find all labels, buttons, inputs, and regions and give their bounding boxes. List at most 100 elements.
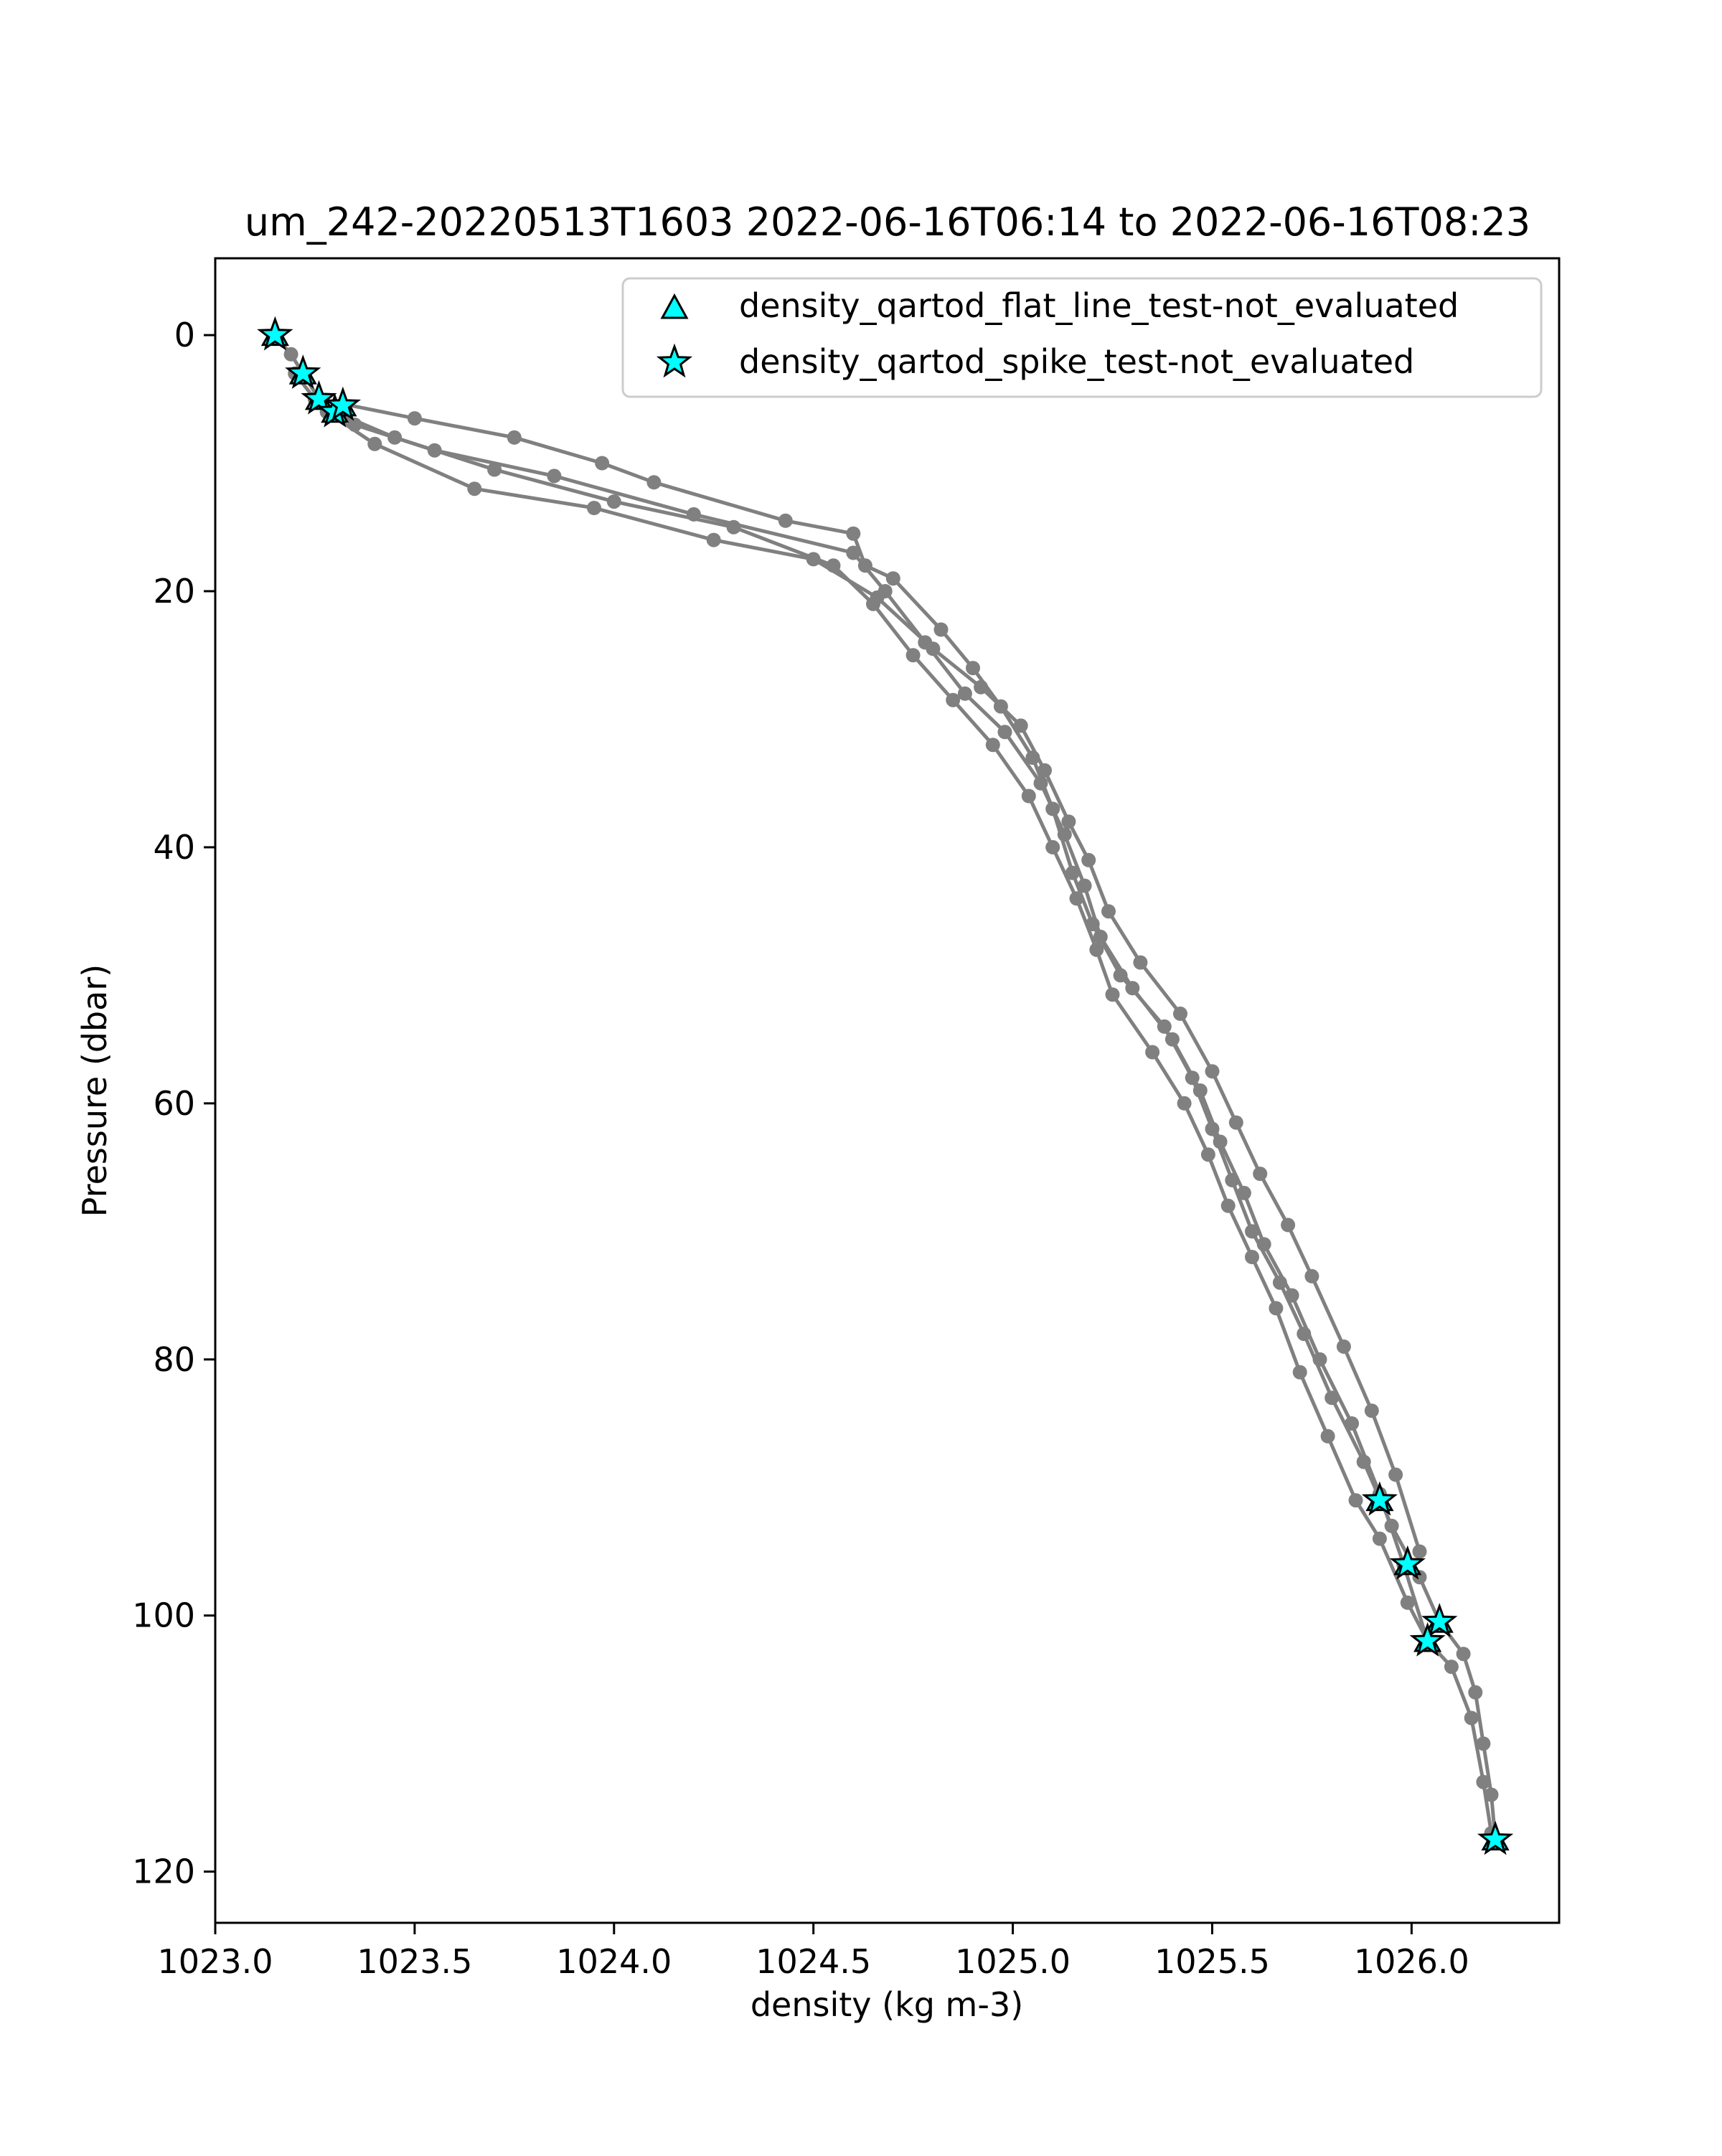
profile-line-3 — [314, 397, 1429, 1642]
profile-point — [1476, 1736, 1491, 1751]
profile-point — [1400, 1595, 1415, 1610]
profile-point — [1312, 1352, 1327, 1367]
y-axis: 0 20 40 60 80 100 120 — [132, 316, 215, 1891]
profile-point — [283, 347, 298, 362]
profile-point — [1192, 1083, 1208, 1098]
profile-point — [726, 519, 741, 535]
spike-flag-marker — [324, 386, 362, 421]
profile-point — [1220, 1198, 1236, 1213]
x-tick-label: 1025.0 — [955, 1942, 1071, 1981]
profile-point — [1464, 1710, 1479, 1726]
profile-point — [806, 552, 821, 567]
qartod-flags-layer — [257, 316, 1514, 1855]
profile-point — [1089, 942, 1104, 957]
profile-point — [1484, 1787, 1499, 1802]
profile-point — [1476, 1774, 1491, 1789]
profile-point — [846, 526, 861, 541]
profile-point — [974, 679, 989, 695]
profile-point — [1145, 1045, 1160, 1060]
profile-point — [1021, 789, 1036, 804]
spike-flag-marker — [1409, 1621, 1446, 1657]
legend-label-spike: density_qartod_spike_test-not_evaluated — [739, 342, 1414, 381]
profile-point — [1045, 839, 1060, 855]
x-tick-label: 1024.0 — [556, 1942, 672, 1981]
profile-point — [1269, 1301, 1284, 1316]
profile-point — [1069, 891, 1084, 906]
profile-point — [885, 571, 900, 586]
profile-point — [1013, 718, 1028, 733]
profile-point — [1205, 1064, 1220, 1079]
profile-point — [1388, 1467, 1403, 1482]
x-tick-label: 1024.5 — [756, 1942, 871, 1981]
profile-point — [1372, 1531, 1387, 1546]
x-tick-label: 1025.5 — [1154, 1942, 1270, 1981]
y-tick-label: 40 — [153, 828, 195, 867]
profile-point — [387, 430, 403, 445]
profile-point — [1253, 1167, 1268, 1181]
y-axis-label: Pressure (dbar) — [75, 964, 114, 1217]
profile-point — [1412, 1544, 1427, 1559]
profile-point — [1038, 763, 1052, 778]
profile-point — [870, 590, 885, 605]
y-tick-label: 80 — [153, 1340, 195, 1379]
legend-star-shape — [656, 343, 693, 378]
x-axis: 1023.0 1023.5 1024.0 1024.5 1025.0 1025.5 1026… — [158, 1923, 1469, 1981]
profile-point — [1336, 1339, 1351, 1354]
y-tick-label: 0 — [174, 316, 195, 354]
spike-flag-marker — [1361, 1481, 1398, 1516]
profile-point — [1077, 878, 1092, 893]
profile-point — [1213, 1134, 1228, 1149]
profile-point — [1444, 1660, 1459, 1675]
profile-point — [957, 686, 972, 701]
legend-label-flat-line: density_qartod_flat_line_test-not_evalua… — [739, 286, 1459, 325]
legend-box — [621, 277, 1543, 398]
profile-point — [1133, 955, 1148, 970]
profile-point — [1468, 1685, 1483, 1700]
profile-point — [1292, 1365, 1307, 1380]
spike-flag-marker — [301, 380, 337, 415]
chart-title: um_242-20220513T1603 2022-06-16T06:14 to… — [245, 199, 1530, 245]
y-tick-label: 100 — [132, 1596, 195, 1635]
profile-point — [1456, 1647, 1471, 1662]
profile-point — [1165, 1032, 1180, 1047]
y-tick-label: 60 — [153, 1084, 195, 1123]
profile-point — [1081, 852, 1096, 867]
legend-triangle-marker — [660, 293, 689, 319]
axes-frame — [214, 257, 1561, 1924]
profile-point — [946, 692, 961, 707]
profile-point — [407, 411, 422, 426]
profile-point — [1284, 1288, 1299, 1303]
profile-point — [1348, 1493, 1363, 1508]
profile-point — [1173, 1006, 1187, 1021]
spike-flag-marker — [1389, 1545, 1426, 1580]
profile-point — [1245, 1250, 1259, 1264]
profile-point — [507, 430, 522, 445]
profile-point — [997, 725, 1012, 740]
profile-point — [966, 661, 980, 676]
y-tick-label: 120 — [132, 1853, 195, 1891]
profile-point — [1236, 1185, 1251, 1200]
profile-point — [1281, 1218, 1296, 1233]
x-tick-label: 1026.0 — [1354, 1942, 1469, 1981]
y-tick-label: 20 — [153, 572, 195, 611]
profile-point — [587, 501, 601, 515]
profile-point — [1177, 1096, 1192, 1111]
x-tick-label: 1023.5 — [357, 1942, 472, 1981]
profile-point — [1304, 1268, 1319, 1284]
profile-point — [547, 469, 562, 484]
profile-point — [1200, 1147, 1215, 1162]
profile-point — [367, 436, 382, 451]
profile-point — [1033, 776, 1048, 791]
profile-point — [778, 513, 793, 528]
profile-point — [1125, 981, 1140, 996]
x-axis-label: density (kg m-3) — [751, 1985, 1023, 2024]
profile-point — [1065, 865, 1080, 880]
spike-flag-marker — [257, 316, 293, 351]
profile-point — [1228, 1115, 1243, 1130]
profile-point — [1320, 1428, 1335, 1444]
legend-star-marker — [656, 343, 693, 378]
profile-point — [595, 456, 610, 471]
x-tick-label: 1023.0 — [158, 1942, 273, 1981]
